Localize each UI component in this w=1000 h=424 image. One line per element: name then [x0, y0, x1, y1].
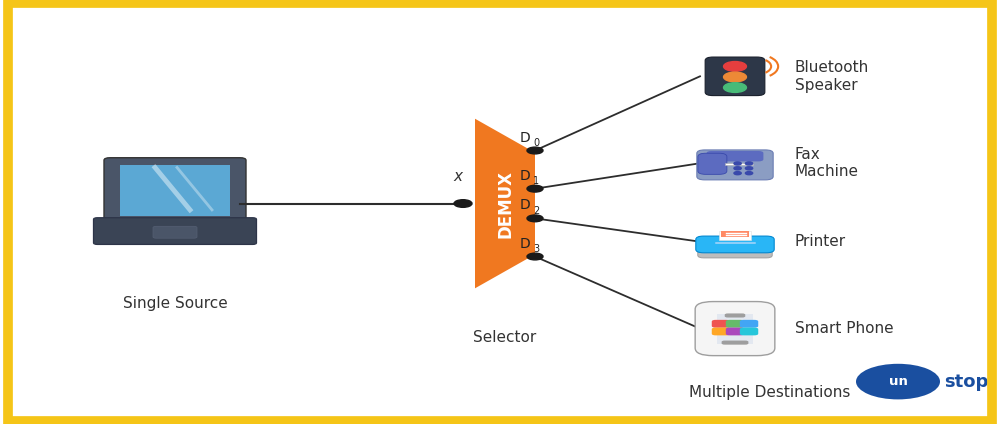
FancyBboxPatch shape — [717, 314, 753, 344]
Circle shape — [454, 200, 472, 207]
Text: 3: 3 — [533, 244, 539, 254]
Text: 0: 0 — [533, 138, 539, 148]
FancyBboxPatch shape — [725, 163, 753, 165]
FancyBboxPatch shape — [719, 231, 751, 240]
FancyBboxPatch shape — [120, 165, 230, 216]
Circle shape — [527, 147, 543, 154]
FancyBboxPatch shape — [712, 320, 730, 328]
Text: Printer: Printer — [795, 234, 846, 249]
Circle shape — [527, 215, 543, 222]
FancyBboxPatch shape — [698, 153, 727, 174]
Text: un: un — [889, 375, 907, 388]
Text: 1: 1 — [533, 176, 539, 186]
FancyBboxPatch shape — [722, 340, 748, 345]
FancyBboxPatch shape — [712, 328, 730, 335]
Text: D: D — [519, 198, 530, 212]
FancyBboxPatch shape — [726, 328, 744, 335]
Circle shape — [734, 162, 741, 165]
Text: Smart Phone: Smart Phone — [795, 321, 894, 336]
Circle shape — [734, 167, 741, 170]
Circle shape — [734, 172, 741, 175]
Text: stop: stop — [944, 373, 988, 391]
FancyBboxPatch shape — [740, 320, 758, 328]
Circle shape — [856, 364, 940, 399]
FancyBboxPatch shape — [695, 301, 775, 356]
FancyBboxPatch shape — [104, 158, 246, 224]
Text: 2: 2 — [533, 206, 539, 216]
Circle shape — [724, 61, 746, 71]
FancyBboxPatch shape — [721, 232, 749, 237]
Text: DEMUX: DEMUX — [496, 170, 514, 237]
FancyBboxPatch shape — [707, 151, 763, 162]
Text: Multiple Destinations: Multiple Destinations — [689, 385, 851, 400]
Text: Fax
Machine: Fax Machine — [795, 147, 859, 179]
FancyBboxPatch shape — [705, 57, 765, 95]
FancyBboxPatch shape — [696, 236, 774, 253]
Text: x: x — [453, 170, 462, 184]
Text: Bluetooth
Speaker: Bluetooth Speaker — [795, 60, 869, 92]
Text: D: D — [519, 237, 530, 251]
Circle shape — [724, 83, 746, 92]
FancyBboxPatch shape — [698, 246, 772, 258]
Polygon shape — [475, 119, 535, 288]
Circle shape — [527, 185, 543, 192]
FancyBboxPatch shape — [697, 150, 773, 180]
Circle shape — [527, 253, 543, 260]
Circle shape — [724, 72, 746, 82]
FancyBboxPatch shape — [715, 242, 755, 243]
FancyBboxPatch shape — [740, 328, 758, 335]
FancyBboxPatch shape — [93, 218, 256, 244]
FancyBboxPatch shape — [725, 313, 745, 318]
Text: D: D — [519, 169, 530, 183]
Circle shape — [745, 162, 753, 165]
FancyBboxPatch shape — [726, 320, 744, 328]
Text: Single Source: Single Source — [123, 296, 227, 311]
Text: Selector: Selector — [473, 329, 537, 345]
Circle shape — [745, 167, 753, 170]
FancyBboxPatch shape — [153, 226, 197, 238]
Circle shape — [745, 172, 753, 175]
Text: D: D — [519, 131, 530, 145]
